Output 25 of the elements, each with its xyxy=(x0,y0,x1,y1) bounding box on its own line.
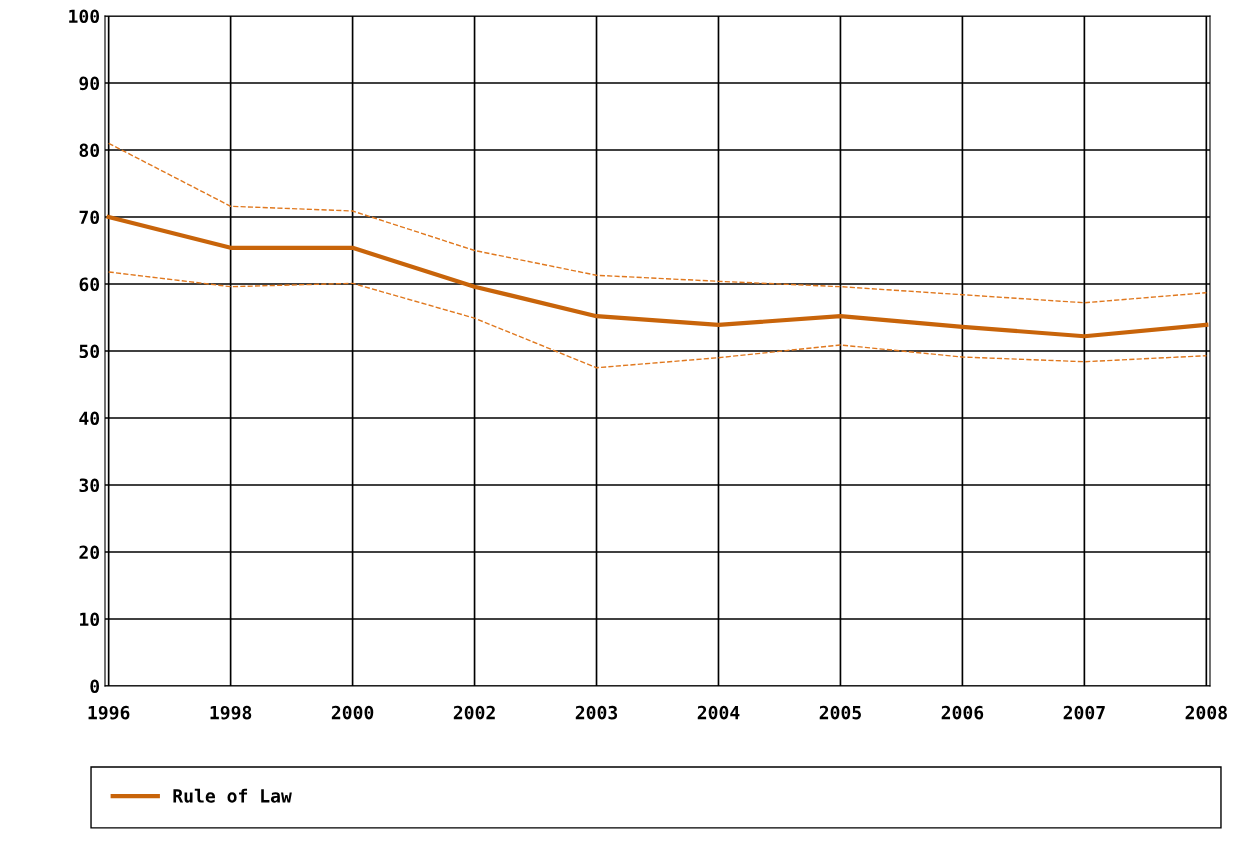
y-tick-label: 20 xyxy=(79,545,100,560)
line-series xyxy=(107,271,1208,369)
y-tick-label: 0 xyxy=(90,679,100,694)
line-series xyxy=(107,142,1208,304)
y-tick-label: 10 xyxy=(80,612,100,627)
x-tick-label: 2007 xyxy=(1063,705,1105,720)
x-tick-label: 2004 xyxy=(697,705,740,720)
y-tick-label: 100 xyxy=(69,9,100,24)
y-tick-label: 30 xyxy=(79,478,100,493)
y-tick-label: 50 xyxy=(79,344,100,359)
y-tick-label: 70 xyxy=(79,210,100,225)
x-tick-label: 2002 xyxy=(453,705,495,720)
y-tick-label: 40 xyxy=(79,411,100,426)
line-series xyxy=(106,214,1209,339)
y-tick-label: 60 xyxy=(79,277,100,292)
y-tick-label: 90 xyxy=(79,76,100,91)
legend-label: Rule of Law xyxy=(173,788,292,803)
y-tick-label: 80 xyxy=(79,143,100,158)
x-tick-label: 2000 xyxy=(331,705,374,720)
x-tick-label: 2003 xyxy=(575,705,618,720)
x-tick-label: 2008 xyxy=(1185,705,1227,720)
x-tick-label: 2005 xyxy=(819,705,861,720)
x-tick-label: 1996 xyxy=(88,705,130,720)
x-tick-label: 2006 xyxy=(941,705,984,720)
x-tick-label: 1998 xyxy=(210,705,252,720)
